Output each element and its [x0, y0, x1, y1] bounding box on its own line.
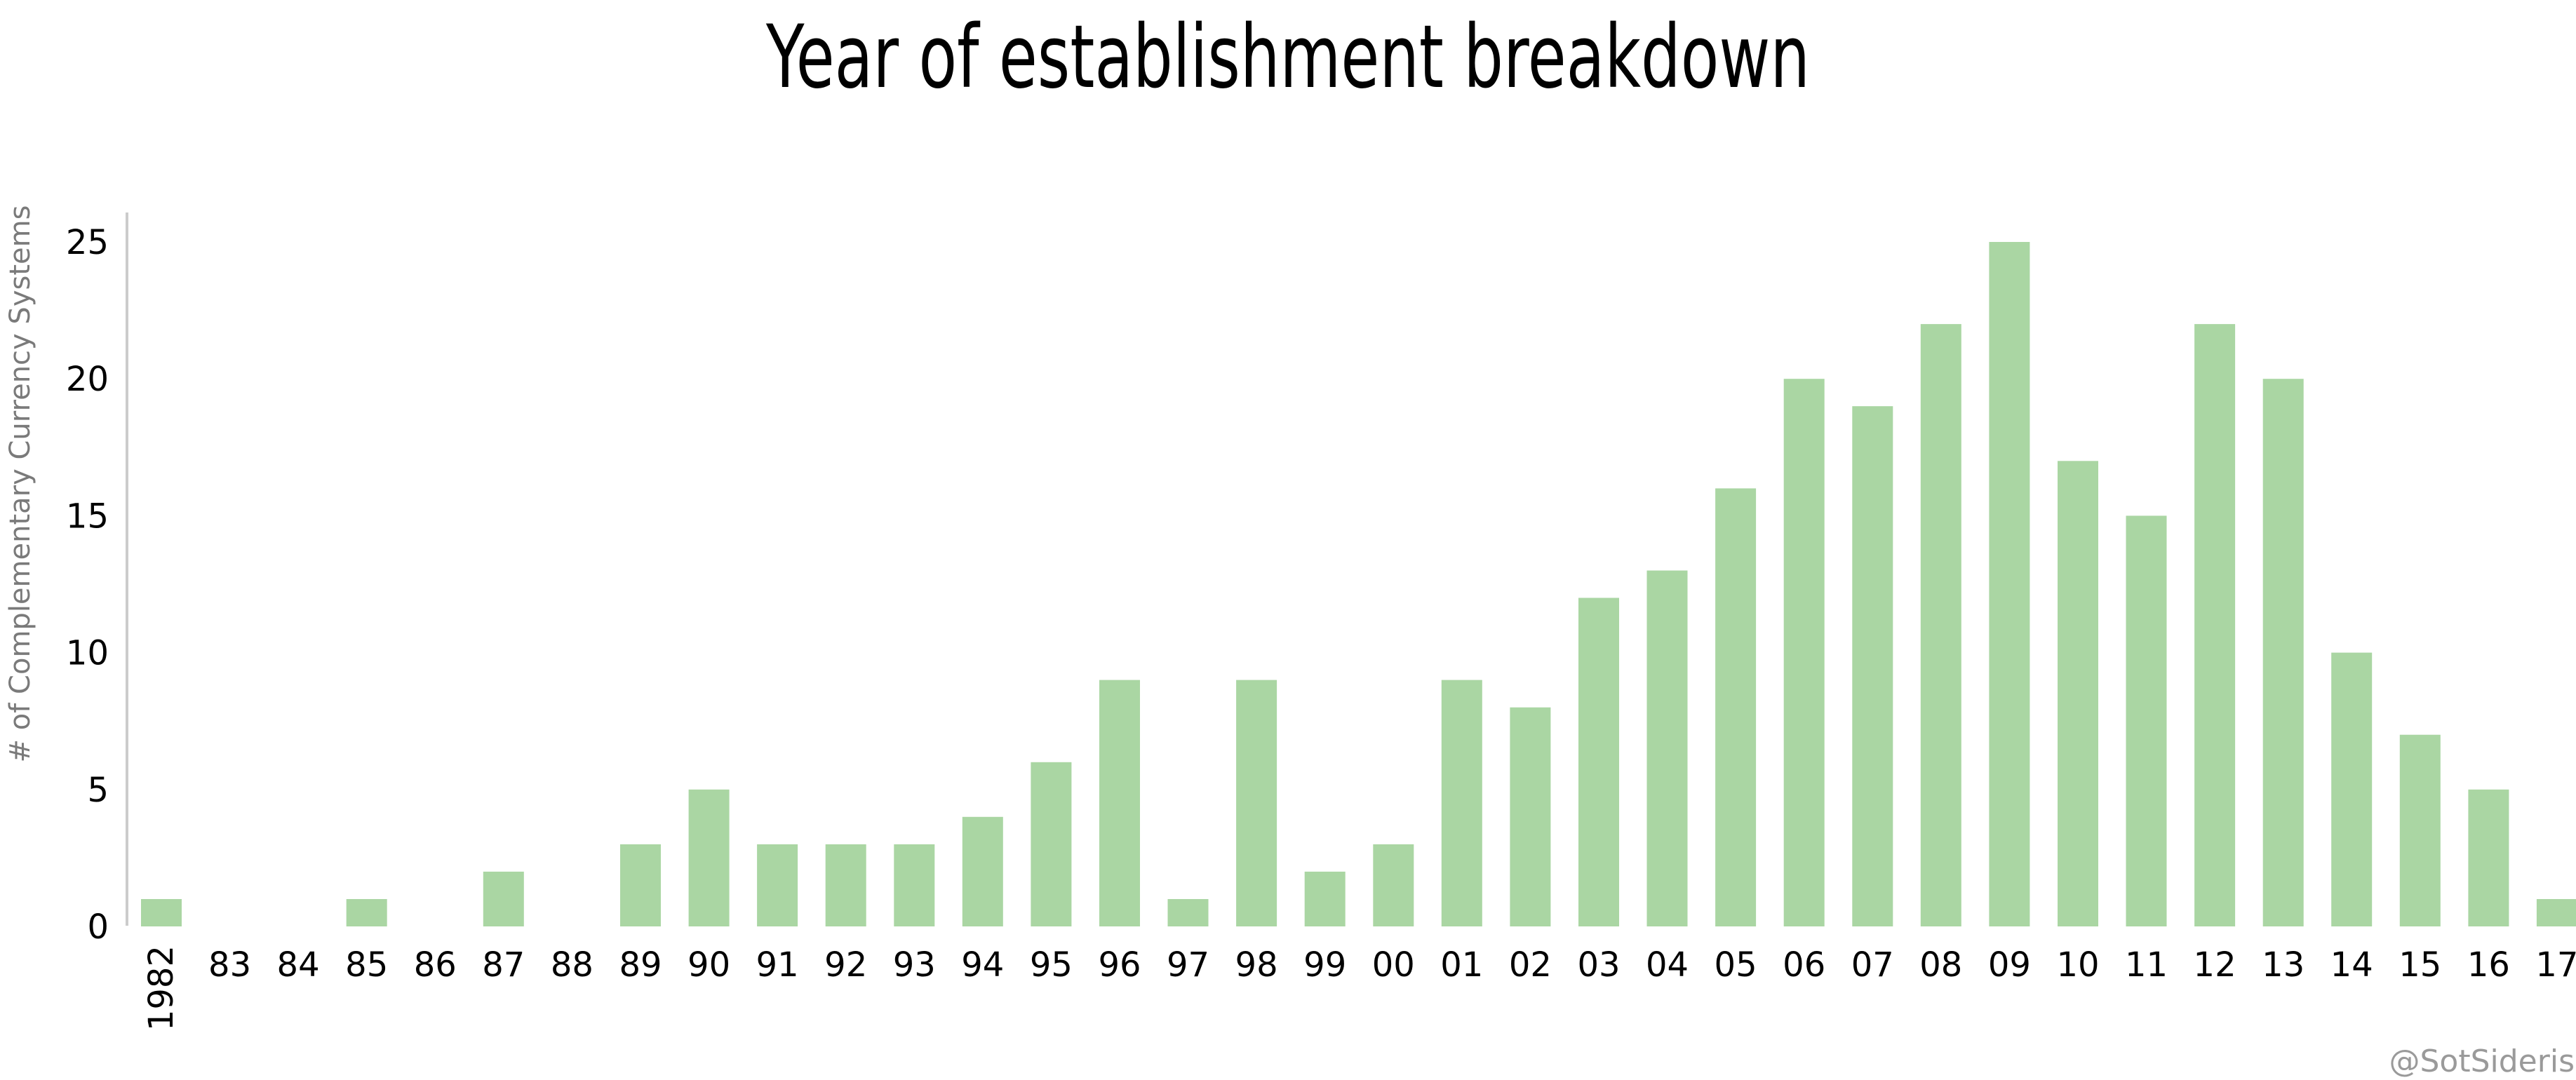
- y-tick-label: 10: [66, 634, 109, 673]
- x-tick-label: 1982: [142, 945, 181, 1031]
- y-tick-labels: 0 5 10 15 20 25: [66, 223, 109, 947]
- x-tick-label: 97: [1167, 945, 1209, 985]
- x-tick-label: 05: [1715, 945, 1757, 985]
- bar-17: [2536, 899, 2576, 926]
- x-tick-label: 14: [2330, 945, 2373, 985]
- bar-16: [2468, 789, 2509, 926]
- x-tick-label: 15: [2399, 945, 2441, 985]
- x-tick-label: 87: [482, 945, 525, 985]
- bars-group: [141, 242, 2576, 927]
- bar-12: [2194, 324, 2236, 927]
- x-tick-label: 00: [1372, 945, 1415, 985]
- x-tick-label: 10: [2056, 945, 2099, 985]
- bar-14: [2331, 652, 2373, 926]
- x-tick-label: 12: [2194, 945, 2236, 985]
- credit-text: @SotSideris: [2389, 1044, 2575, 1079]
- y-tick-label: 20: [66, 360, 109, 399]
- x-tick-label: 08: [1919, 945, 1962, 985]
- x-tick-label: 04: [1646, 945, 1689, 985]
- bar-87: [483, 871, 524, 926]
- x-tick-label: 91: [756, 945, 799, 985]
- y-tick-label: 15: [66, 497, 109, 536]
- y-axis-title: # of Complementary Currency Systems: [4, 205, 36, 763]
- y-tick-label: 25: [66, 223, 109, 262]
- bar-08: [1920, 324, 1961, 927]
- bar-90: [688, 789, 730, 926]
- bar-11: [2126, 515, 2167, 926]
- x-tick-label: 89: [619, 945, 662, 985]
- chart-title: Year of establishment breakdown: [766, 7, 1810, 108]
- x-tick-label: 16: [2467, 945, 2510, 985]
- x-tick-label: 83: [208, 945, 251, 985]
- x-tick-label: 86: [414, 945, 457, 985]
- y-tick-label: 5: [87, 771, 109, 810]
- x-tick-label: 85: [345, 945, 388, 985]
- x-tick-label: 17: [2535, 945, 2576, 985]
- x-tick-label: 93: [893, 945, 936, 985]
- bar-97: [1167, 899, 1209, 926]
- x-tick-label: 11: [2125, 945, 2168, 985]
- x-tick-label: 90: [687, 945, 730, 985]
- bar-92: [825, 844, 866, 926]
- x-tick-label: 94: [961, 945, 1004, 985]
- bar-03: [1578, 598, 1619, 926]
- bar-15: [2399, 734, 2441, 926]
- bar-06: [1783, 379, 1825, 926]
- bar-1982: [141, 899, 182, 926]
- bar-04: [1646, 570, 1688, 926]
- bar-85: [346, 899, 387, 926]
- bar-99: [1304, 871, 1346, 926]
- y-tick-label: 0: [87, 907, 109, 947]
- x-tick-label: 84: [277, 945, 320, 985]
- bar-96: [1099, 680, 1140, 926]
- x-tick-label: 02: [1509, 945, 1552, 985]
- x-tick-label: 13: [2262, 945, 2305, 985]
- bar-00: [1373, 844, 1414, 926]
- x-tick-label: 88: [551, 945, 593, 985]
- bar-94: [962, 816, 1003, 926]
- x-tick-label: 01: [1440, 945, 1483, 985]
- bar-89: [620, 844, 661, 926]
- x-tick-label: 98: [1235, 945, 1278, 985]
- bar-07: [1852, 406, 1893, 926]
- x-tick-label: 99: [1303, 945, 1346, 985]
- x-tick-label: 06: [1783, 945, 1825, 985]
- bar-09: [1989, 242, 2030, 926]
- bar-91: [757, 844, 798, 926]
- bar-98: [1236, 680, 1277, 926]
- bar-02: [1510, 707, 1551, 926]
- x-tick-label: 92: [824, 945, 867, 985]
- bar-93: [894, 844, 935, 926]
- x-tick-label: 03: [1577, 945, 1620, 985]
- bar-13: [2262, 379, 2304, 926]
- x-tick-label: 09: [1988, 945, 2031, 985]
- x-tick-label: 07: [1851, 945, 1894, 985]
- bar-05: [1715, 488, 1757, 926]
- x-tick-label: 95: [1030, 945, 1073, 985]
- x-tick-labels: 1982 83 84 85 86 87 88 89 90 91 92 93 94 95 96 97 98 99 00…: [142, 945, 2576, 1031]
- bar-95: [1031, 762, 1072, 926]
- bar-01: [1441, 680, 1482, 926]
- bar-10: [2058, 461, 2098, 926]
- x-tick-label: 96: [1098, 945, 1141, 985]
